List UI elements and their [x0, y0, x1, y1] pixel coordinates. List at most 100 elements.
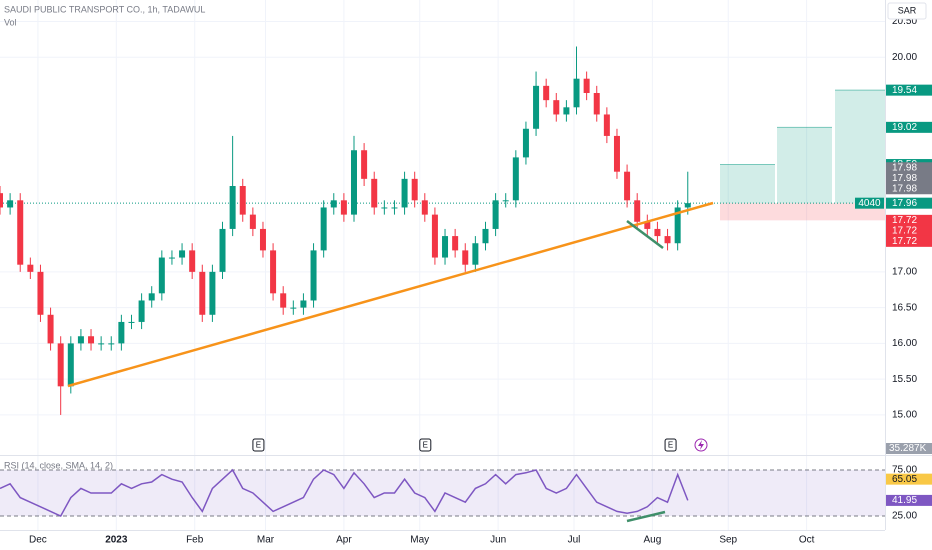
x-tick-label: Oct	[799, 535, 815, 546]
candle-body	[654, 228, 661, 237]
rsi-sma-label: 65.05	[892, 474, 917, 485]
y-tick-label: 20.50	[892, 16, 917, 27]
quantity-box	[855, 197, 884, 209]
candle-body	[340, 200, 347, 215]
price-marker-label: 19.02	[892, 122, 917, 133]
price-marker-label: 17.98	[892, 173, 917, 184]
candle-body	[442, 236, 449, 258]
candle-body	[522, 128, 529, 158]
rsi-sma-marker	[886, 473, 932, 485]
price-marker	[886, 225, 932, 237]
candle-body	[664, 236, 671, 244]
candle-body	[270, 250, 277, 294]
candle-body	[674, 207, 681, 244]
price-marker	[886, 214, 932, 226]
event-label: E	[423, 441, 428, 450]
candle-body	[128, 321, 135, 323]
candle-body	[533, 85, 540, 129]
candle-body	[158, 257, 165, 294]
y-tick-label: 15.50	[892, 374, 917, 385]
price-marker-label: 17.96	[892, 198, 917, 209]
candle-body	[17, 200, 24, 265]
candle-body	[168, 257, 175, 259]
candle-body	[57, 343, 64, 387]
volume-marker-label: 35.287K	[889, 443, 927, 454]
divergence-line	[626, 510, 666, 523]
quantity-label: 4040	[858, 198, 881, 209]
price-marker-label: 17.72	[892, 236, 917, 247]
candle-body	[199, 271, 206, 315]
target-zone	[720, 164, 775, 204]
candle-body	[421, 200, 428, 215]
currency[interactable]: SAR	[898, 5, 917, 15]
price-marker-label: 17.72	[892, 215, 917, 226]
candle-body	[320, 207, 327, 251]
candle-body	[644, 221, 651, 229]
candle-body	[98, 343, 105, 345]
volume-title: Vol	[4, 17, 17, 27]
candle-body	[179, 250, 186, 258]
y-tick-label: 20.00	[892, 52, 917, 63]
price-marker	[886, 121, 932, 133]
candle-body	[391, 207, 398, 209]
x-tick-label: Sep	[719, 535, 737, 546]
candle-body	[300, 300, 307, 308]
candle-body	[37, 271, 44, 315]
candle-body	[381, 207, 388, 209]
candle-body	[138, 300, 145, 322]
y-tick-label: 16.00	[892, 338, 917, 349]
event-box	[664, 438, 677, 452]
price-marker	[886, 235, 932, 247]
candle-body	[7, 200, 14, 208]
candle-body	[259, 228, 266, 251]
price-marker-label: 17.98	[892, 183, 917, 194]
x-tick-label: Aug	[643, 535, 661, 546]
price-marker-label: 19.54	[892, 85, 917, 96]
candle-body	[239, 186, 246, 215]
event-label: E	[668, 441, 673, 450]
rsi-line	[0, 468, 689, 517]
price-marker-label: 17.98	[892, 162, 917, 173]
candle-body	[310, 250, 317, 301]
candle-body	[543, 85, 550, 101]
target-zone	[777, 127, 832, 204]
y-tick-label: 15.00	[892, 410, 917, 421]
candle-body	[118, 321, 125, 344]
candle-body	[0, 193, 3, 208]
candle-body	[553, 100, 560, 115]
alert-icon	[698, 440, 704, 450]
candle-body	[624, 171, 631, 201]
x-tick-label: Jun	[490, 535, 506, 546]
candle-body	[88, 336, 95, 344]
candle-body	[219, 228, 226, 272]
target-zone	[835, 90, 885, 204]
x-tick-label: May	[410, 535, 429, 546]
candle-body	[684, 203, 691, 208]
candle-body	[583, 78, 590, 94]
candle-body	[431, 214, 438, 258]
candle-body	[148, 293, 155, 301]
candle-body	[613, 135, 620, 172]
candle-body	[361, 150, 368, 179]
candle-body	[351, 150, 357, 215]
rsi-marker	[886, 494, 932, 506]
candle-body	[603, 114, 610, 136]
trend-line	[67, 201, 714, 388]
chart-title: SAUDI PUBLIC TRANSPORT CO., 1h, TADAWUL	[4, 4, 205, 14]
rsi-tick-label: 75.00	[892, 465, 917, 476]
currency-box[interactable]	[887, 2, 927, 20]
rsi-band	[0, 470, 885, 516]
candle-body	[280, 293, 287, 308]
rsi-title: RSI (14, close, SMA, 14, 2)	[4, 460, 113, 470]
candle-body	[634, 200, 641, 222]
price-axis: Dec 2023 Feb Mar Apr May Jun Jul Aug Sep Oct 20.50 2…	[29, 16, 932, 546]
event-box	[419, 438, 432, 452]
candle-body	[189, 250, 196, 272]
candle-body	[330, 200, 337, 208]
candle-body	[411, 178, 418, 201]
candle-body	[563, 107, 570, 115]
rsi-tick-label: 25.00	[892, 511, 917, 522]
candle-body	[492, 200, 499, 229]
